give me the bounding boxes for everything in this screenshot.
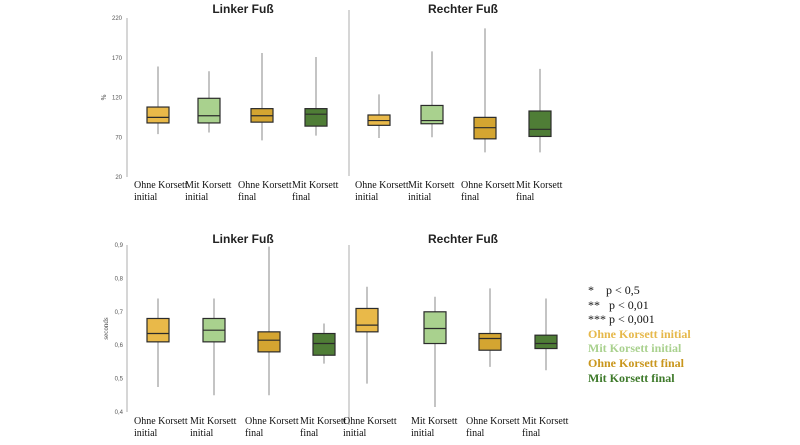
y-tick-label: 70 <box>115 135 122 141</box>
category-label: Mit Korsett <box>516 180 563 191</box>
box <box>146 317 170 343</box>
sig-text: p < 0,5 <box>606 283 640 297</box>
category-label: initial <box>134 428 158 439</box>
category-label: final <box>238 192 257 203</box>
panel-title: Linker Fuß <box>212 2 273 16</box>
box <box>478 332 502 351</box>
panel-title: Rechter Fuß <box>428 232 498 246</box>
box <box>528 110 552 138</box>
category-label: initial <box>355 192 379 203</box>
y-tick-label: 20 <box>115 175 122 181</box>
legend-entry-mit-final: Mit Korsett final <box>588 370 675 385</box>
box <box>534 334 558 350</box>
category-label: initial <box>408 192 432 203</box>
y-tick-label: 0,9 <box>115 243 124 249</box>
category-label: final <box>466 428 485 439</box>
category-label: initial <box>190 428 214 439</box>
category-label: Mit Korsett <box>411 416 458 427</box>
box <box>312 332 336 356</box>
y-tick-label: 120 <box>112 96 123 102</box>
legend-entry-mit-initial: Mit Korsett initial <box>588 341 682 356</box>
category-label: Mit Korsett <box>522 416 569 427</box>
box <box>304 108 328 127</box>
category-label: final <box>245 428 264 439</box>
box <box>197 97 221 124</box>
legend-sig-1: * p < 0,5 <box>588 283 691 298</box>
category-label: initial <box>185 192 209 203</box>
y-tick-label: 0,5 <box>115 377 124 383</box>
category-label: Ohne Korsett <box>466 416 520 427</box>
panel-title: Rechter Fuß <box>428 2 498 16</box>
panel-title: Linker Fuß <box>212 232 273 246</box>
legend-sig-3: *** p < 0,001 <box>588 312 691 327</box>
legend-entry-ohne-initial: Ohne Korsett initial <box>588 326 691 341</box>
y-tick-label: 0,8 <box>115 276 124 282</box>
category-label: final <box>300 428 319 439</box>
category-label: Ohne Korsett <box>245 416 299 427</box>
category-label: initial <box>134 192 158 203</box>
y-tick-label: 170 <box>112 56 123 62</box>
y-tick-label: 220 <box>112 16 123 22</box>
category-label: Ohne Korsett <box>343 416 397 427</box>
sig-text: p < 0,01 <box>609 297 649 312</box>
category-label: Ohne Korsett <box>461 180 515 191</box>
box <box>257 331 281 353</box>
sig-stars: ** <box>588 297 600 312</box>
box <box>420 104 444 125</box>
category-label: Ohne Korsett <box>238 180 292 191</box>
category-label: Ohne Korsett <box>134 180 188 191</box>
box <box>146 106 170 124</box>
category-label: initial <box>411 428 435 439</box>
category-label: Mit Korsett <box>185 180 232 191</box>
category-label: initial <box>343 428 367 439</box>
sig-stars: * <box>588 283 594 297</box>
sig-stars: *** <box>588 312 606 327</box>
y-tick-label: 0,4 <box>115 410 124 416</box>
category-label: Ohne Korsett <box>134 416 188 427</box>
category-label: Mit Korsett <box>292 180 339 191</box>
y-axis-label: % <box>100 94 108 100</box>
box <box>423 311 447 345</box>
category-label: final <box>461 192 480 203</box>
category-label: Mit Korsett <box>190 416 237 427</box>
legend: * p < 0,5 ** p < 0,01 *** p < 0,001 Ohne… <box>588 283 691 385</box>
category-label: Mit Korsett <box>408 180 455 191</box>
y-tick-label: 0,7 <box>115 310 124 316</box>
legend-sig-2: ** p < 0,01 <box>588 298 691 313</box>
y-tick-label: 0,6 <box>115 343 124 349</box>
y-axis-label: seconds <box>102 317 110 339</box>
category-label: final <box>292 192 311 203</box>
category-label: Mit Korsett <box>300 416 347 427</box>
box <box>355 307 379 333</box>
category-label: final <box>522 428 541 439</box>
legend-entry-ohne-final: Ohne Korsett final <box>588 355 684 370</box>
category-label: Ohne Korsett <box>355 180 409 191</box>
sig-text: p < 0,001 <box>609 312 655 327</box>
category-label: final <box>516 192 535 203</box>
